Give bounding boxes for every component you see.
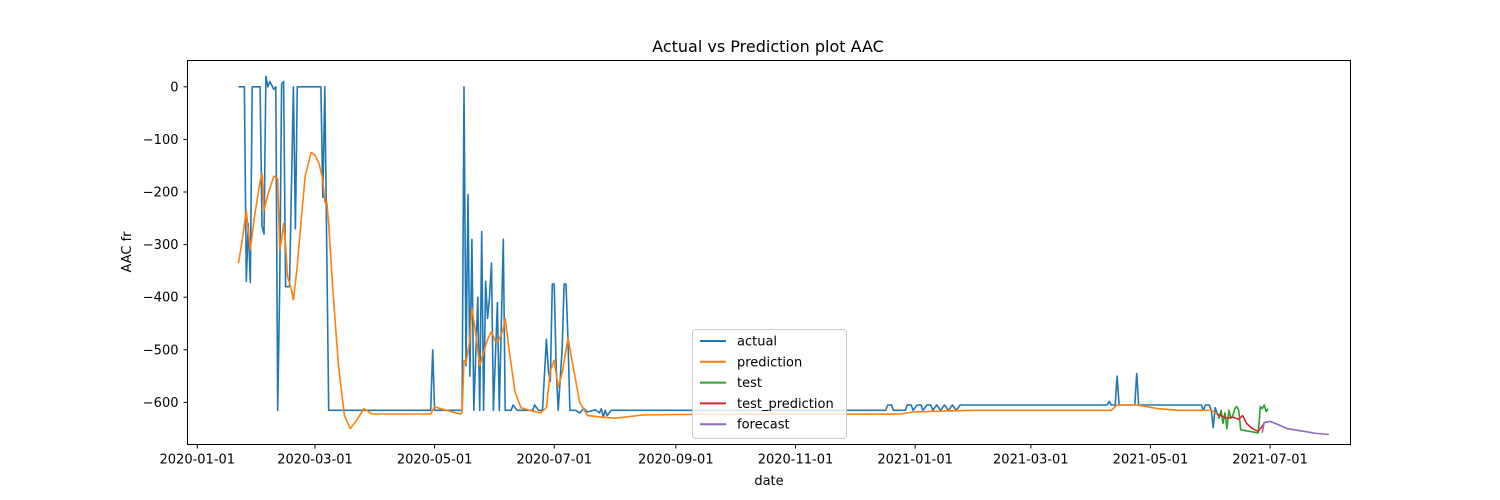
y-tick-label: −200 [143, 186, 179, 201]
x-tick-label: 2020-07-01 [516, 453, 592, 468]
legend-label-forecast: forecast [737, 418, 790, 433]
legend-label-prediction: prediction [737, 355, 802, 370]
x-tick-label: 2021-07-01 [1232, 453, 1308, 468]
y-tick-label: −300 [143, 238, 179, 253]
y-tick-label: −400 [143, 291, 179, 306]
y-axis-label: AAC fr [120, 231, 135, 273]
x-tick-label: 2020-03-01 [277, 453, 353, 468]
x-axis: 2020-01-01 2020-03-01 2020-05-01 2020-07-01… [160, 444, 1308, 468]
series-line-actual [238, 75, 1218, 429]
legend: actual prediction test test_predictionforec… [692, 329, 847, 439]
x-tick-label: 2021-01-01 [877, 453, 953, 468]
x-tick-label: 2021-03-01 [993, 453, 1069, 468]
x-tick-label: 2020-11-01 [758, 453, 834, 468]
y-tick-label: 0 [170, 80, 178, 95]
x-tick-label: 2021-05-01 [1113, 453, 1189, 468]
legend-label-actual: actual [737, 335, 777, 350]
y-axis: 0 −100 −200 −300 −400 −500 −600 [143, 80, 188, 411]
series-line-test_prediction [1216, 413, 1265, 433]
series-line-prediction [237, 151, 1218, 430]
legend-box [692, 329, 847, 439]
series-line-forecast [1261, 420, 1329, 436]
series-line-test [1216, 404, 1269, 434]
x-tick-label: 2020-01-01 [160, 453, 236, 468]
legend-label-test_prediction: test_prediction [737, 397, 834, 412]
plot-frame [187, 60, 1351, 445]
y-tick-label: −500 [143, 343, 179, 358]
y-tick-label: −600 [143, 396, 179, 411]
legend-label-test: test [737, 376, 762, 391]
x-tick-label: 2020-09-01 [638, 453, 714, 468]
x-tick-label: 2020-05-01 [397, 453, 473, 468]
x-axis-label: date [754, 474, 783, 489]
chart-title: Actual vs Prediction plot AAC [652, 37, 884, 56]
y-tick-label: −100 [143, 133, 179, 148]
plot-area [237, 75, 1329, 436]
